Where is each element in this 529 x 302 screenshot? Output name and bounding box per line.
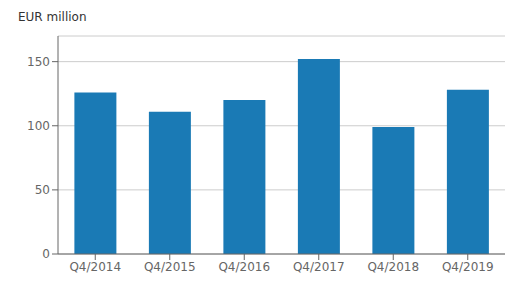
- svg-text:Q4/2018: Q4/2018: [367, 260, 419, 274]
- svg-text:100: 100: [27, 119, 50, 133]
- svg-text:Q4/2016: Q4/2016: [218, 260, 270, 274]
- svg-text:Q4/2017: Q4/2017: [293, 260, 345, 274]
- svg-text:0: 0: [42, 247, 50, 261]
- svg-text:Q4/2014: Q4/2014: [69, 260, 121, 274]
- svg-text:50: 50: [35, 183, 50, 197]
- svg-text:Q4/2015: Q4/2015: [144, 260, 196, 274]
- svg-text:150: 150: [27, 55, 50, 69]
- svg-text:Q4/2019: Q4/2019: [442, 260, 494, 274]
- html-text:EUR million: EUR million: [18, 10, 87, 24]
